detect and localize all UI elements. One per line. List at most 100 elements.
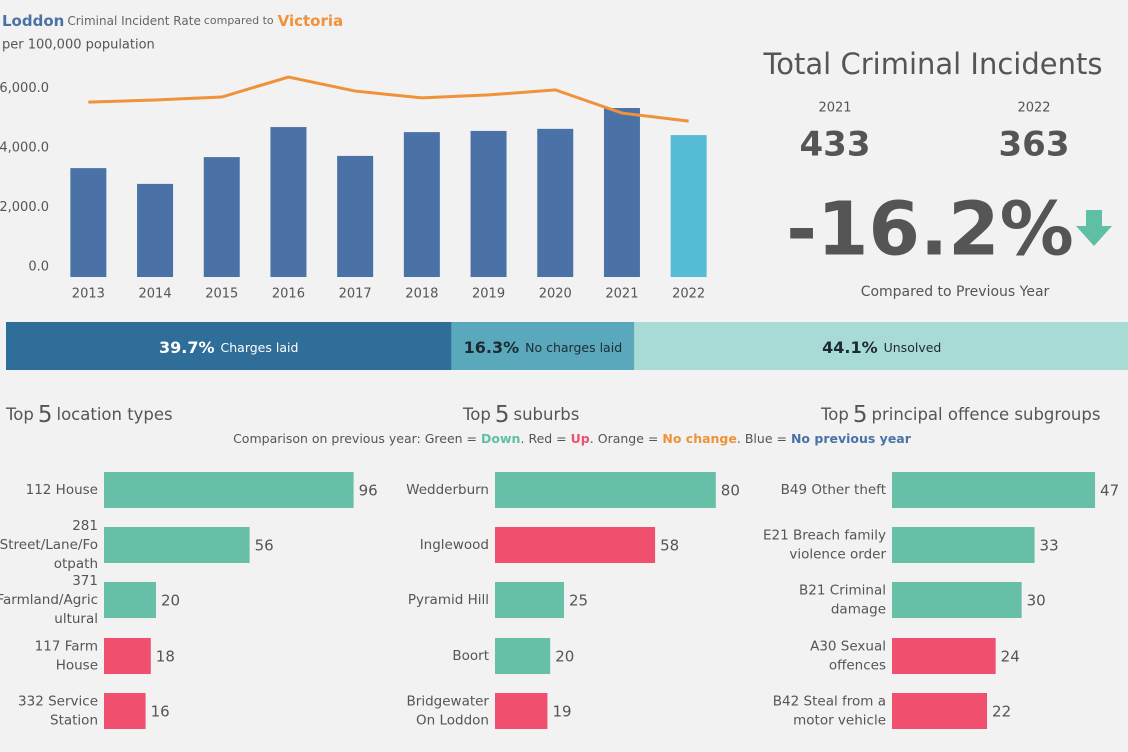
x-tick-label: 2014 [139, 287, 172, 302]
kpi-year: 2022 [1017, 101, 1050, 116]
category-label: 112 House [26, 482, 98, 498]
value-label: 25 [569, 592, 588, 610]
bar [337, 155, 374, 277]
legend-separator: . [737, 431, 741, 446]
title-connector: compared to [204, 14, 274, 27]
category-label: B42 Steal from a [773, 694, 886, 710]
category-label: 117 Farm [35, 639, 98, 655]
bar [495, 527, 656, 563]
y-tick-label: 6,000.0 [0, 81, 49, 96]
legend-label: Blue = [745, 431, 787, 446]
x-tick-label: 2020 [539, 287, 572, 302]
value-label: 20 [161, 592, 180, 610]
y-tick-label: 2,000.0 [0, 200, 49, 215]
bar [70, 168, 107, 277]
status-value: 39.7% [159, 338, 215, 357]
bar [892, 638, 996, 674]
value-label: 96 [359, 482, 378, 500]
x-tick-label: 2013 [72, 287, 105, 302]
value-label: 19 [552, 703, 571, 721]
value-label: 47 [1100, 482, 1119, 500]
title-prefix: Top [462, 405, 491, 424]
category-label: damage [831, 602, 886, 618]
down-arrow [1076, 210, 1112, 246]
status-name: No charges laid [525, 340, 622, 355]
title-comparison: Victoria [278, 12, 344, 30]
title-count: 5 [495, 402, 510, 428]
legend-status: No previous year [791, 431, 912, 446]
category-label: Bridgewater [407, 694, 490, 710]
bar [495, 638, 551, 674]
status-label: 16.3% No charges laid [464, 338, 623, 357]
bar [470, 130, 507, 277]
legend-label: Green = [425, 431, 477, 446]
category-label: violence order [789, 547, 886, 563]
legend-status: Down [481, 431, 520, 446]
chart-subtitle: per 100,000 population [2, 38, 155, 53]
chart-title: Top 5 location types [5, 402, 173, 428]
category-label: motor vehicle [793, 713, 886, 729]
title-region: Loddon [2, 12, 64, 30]
legend-separator: . [590, 431, 594, 446]
chart-title: Loddon Criminal Incident Rate compared to V… [2, 12, 343, 30]
bar [892, 527, 1035, 563]
title-text: Criminal Incident Rate [67, 14, 201, 28]
bar [104, 527, 250, 563]
chart-title: Top 5 principal offence subgroups [820, 402, 1100, 428]
category-label: 371 [72, 573, 98, 589]
bar [892, 693, 988, 729]
category-label: otpath [54, 556, 98, 572]
bar [403, 132, 440, 277]
category-label: ultural [54, 611, 98, 627]
value-label: 80 [721, 482, 740, 500]
value-label: 24 [1001, 648, 1020, 666]
category-label: offences [829, 658, 886, 674]
category-label: E21 Breach family [763, 528, 886, 544]
bar [203, 157, 240, 277]
line [88, 75, 689, 123]
bar [537, 128, 574, 277]
status-name: Charges laid [221, 340, 299, 355]
bar [495, 472, 716, 508]
x-tick-label: 2017 [339, 287, 372, 302]
bar [603, 108, 640, 278]
category-label: House [56, 658, 98, 674]
category-label: Wedderburn [406, 482, 489, 498]
category-label: Station [50, 713, 98, 729]
value-label: 22 [992, 703, 1011, 721]
category-label: B49 Other theft [781, 482, 886, 498]
comparison-legend: Comparison on previous year: Green = Down.… [233, 431, 912, 446]
x-tick-label: 2018 [405, 287, 438, 302]
bar [137, 183, 174, 277]
chart-title: Top 5 suburbs [462, 402, 579, 428]
status-value: 16.3% [464, 338, 520, 357]
bar [670, 135, 707, 277]
kpi-title: Total Criminal Incidents [763, 47, 1103, 81]
legend-intro: Comparison on previous year: [233, 431, 421, 446]
category-label: Inglewood [420, 537, 489, 553]
title-count: 5 [38, 402, 53, 428]
bar [495, 693, 548, 729]
bar [104, 472, 354, 508]
title-prefix: Top [5, 405, 34, 424]
category-label: Pyramid Hill [408, 592, 489, 608]
kpi-value: 363 [999, 125, 1070, 165]
title-text: location types [56, 405, 172, 424]
bar [104, 582, 156, 618]
value-label: 16 [151, 703, 170, 721]
kpi-note: Compared to Previous Year [861, 284, 1050, 300]
category-label: Street/Lane/Fo [0, 537, 98, 553]
x-tick-label: 2021 [605, 287, 638, 302]
status-name: Unsolved [884, 340, 942, 355]
value-label: 33 [1040, 537, 1059, 555]
status-label: 44.1% Unsolved [822, 338, 941, 357]
value-label: 58 [660, 537, 679, 555]
value-label: 56 [255, 537, 274, 555]
kpi-change: -16.2% [786, 187, 1073, 273]
kpi-year: 2021 [818, 101, 851, 116]
legend-status: Up [571, 431, 590, 446]
bar [104, 638, 151, 674]
category-label: On Loddon [416, 713, 489, 729]
x-tick-label: 2022 [672, 287, 705, 302]
